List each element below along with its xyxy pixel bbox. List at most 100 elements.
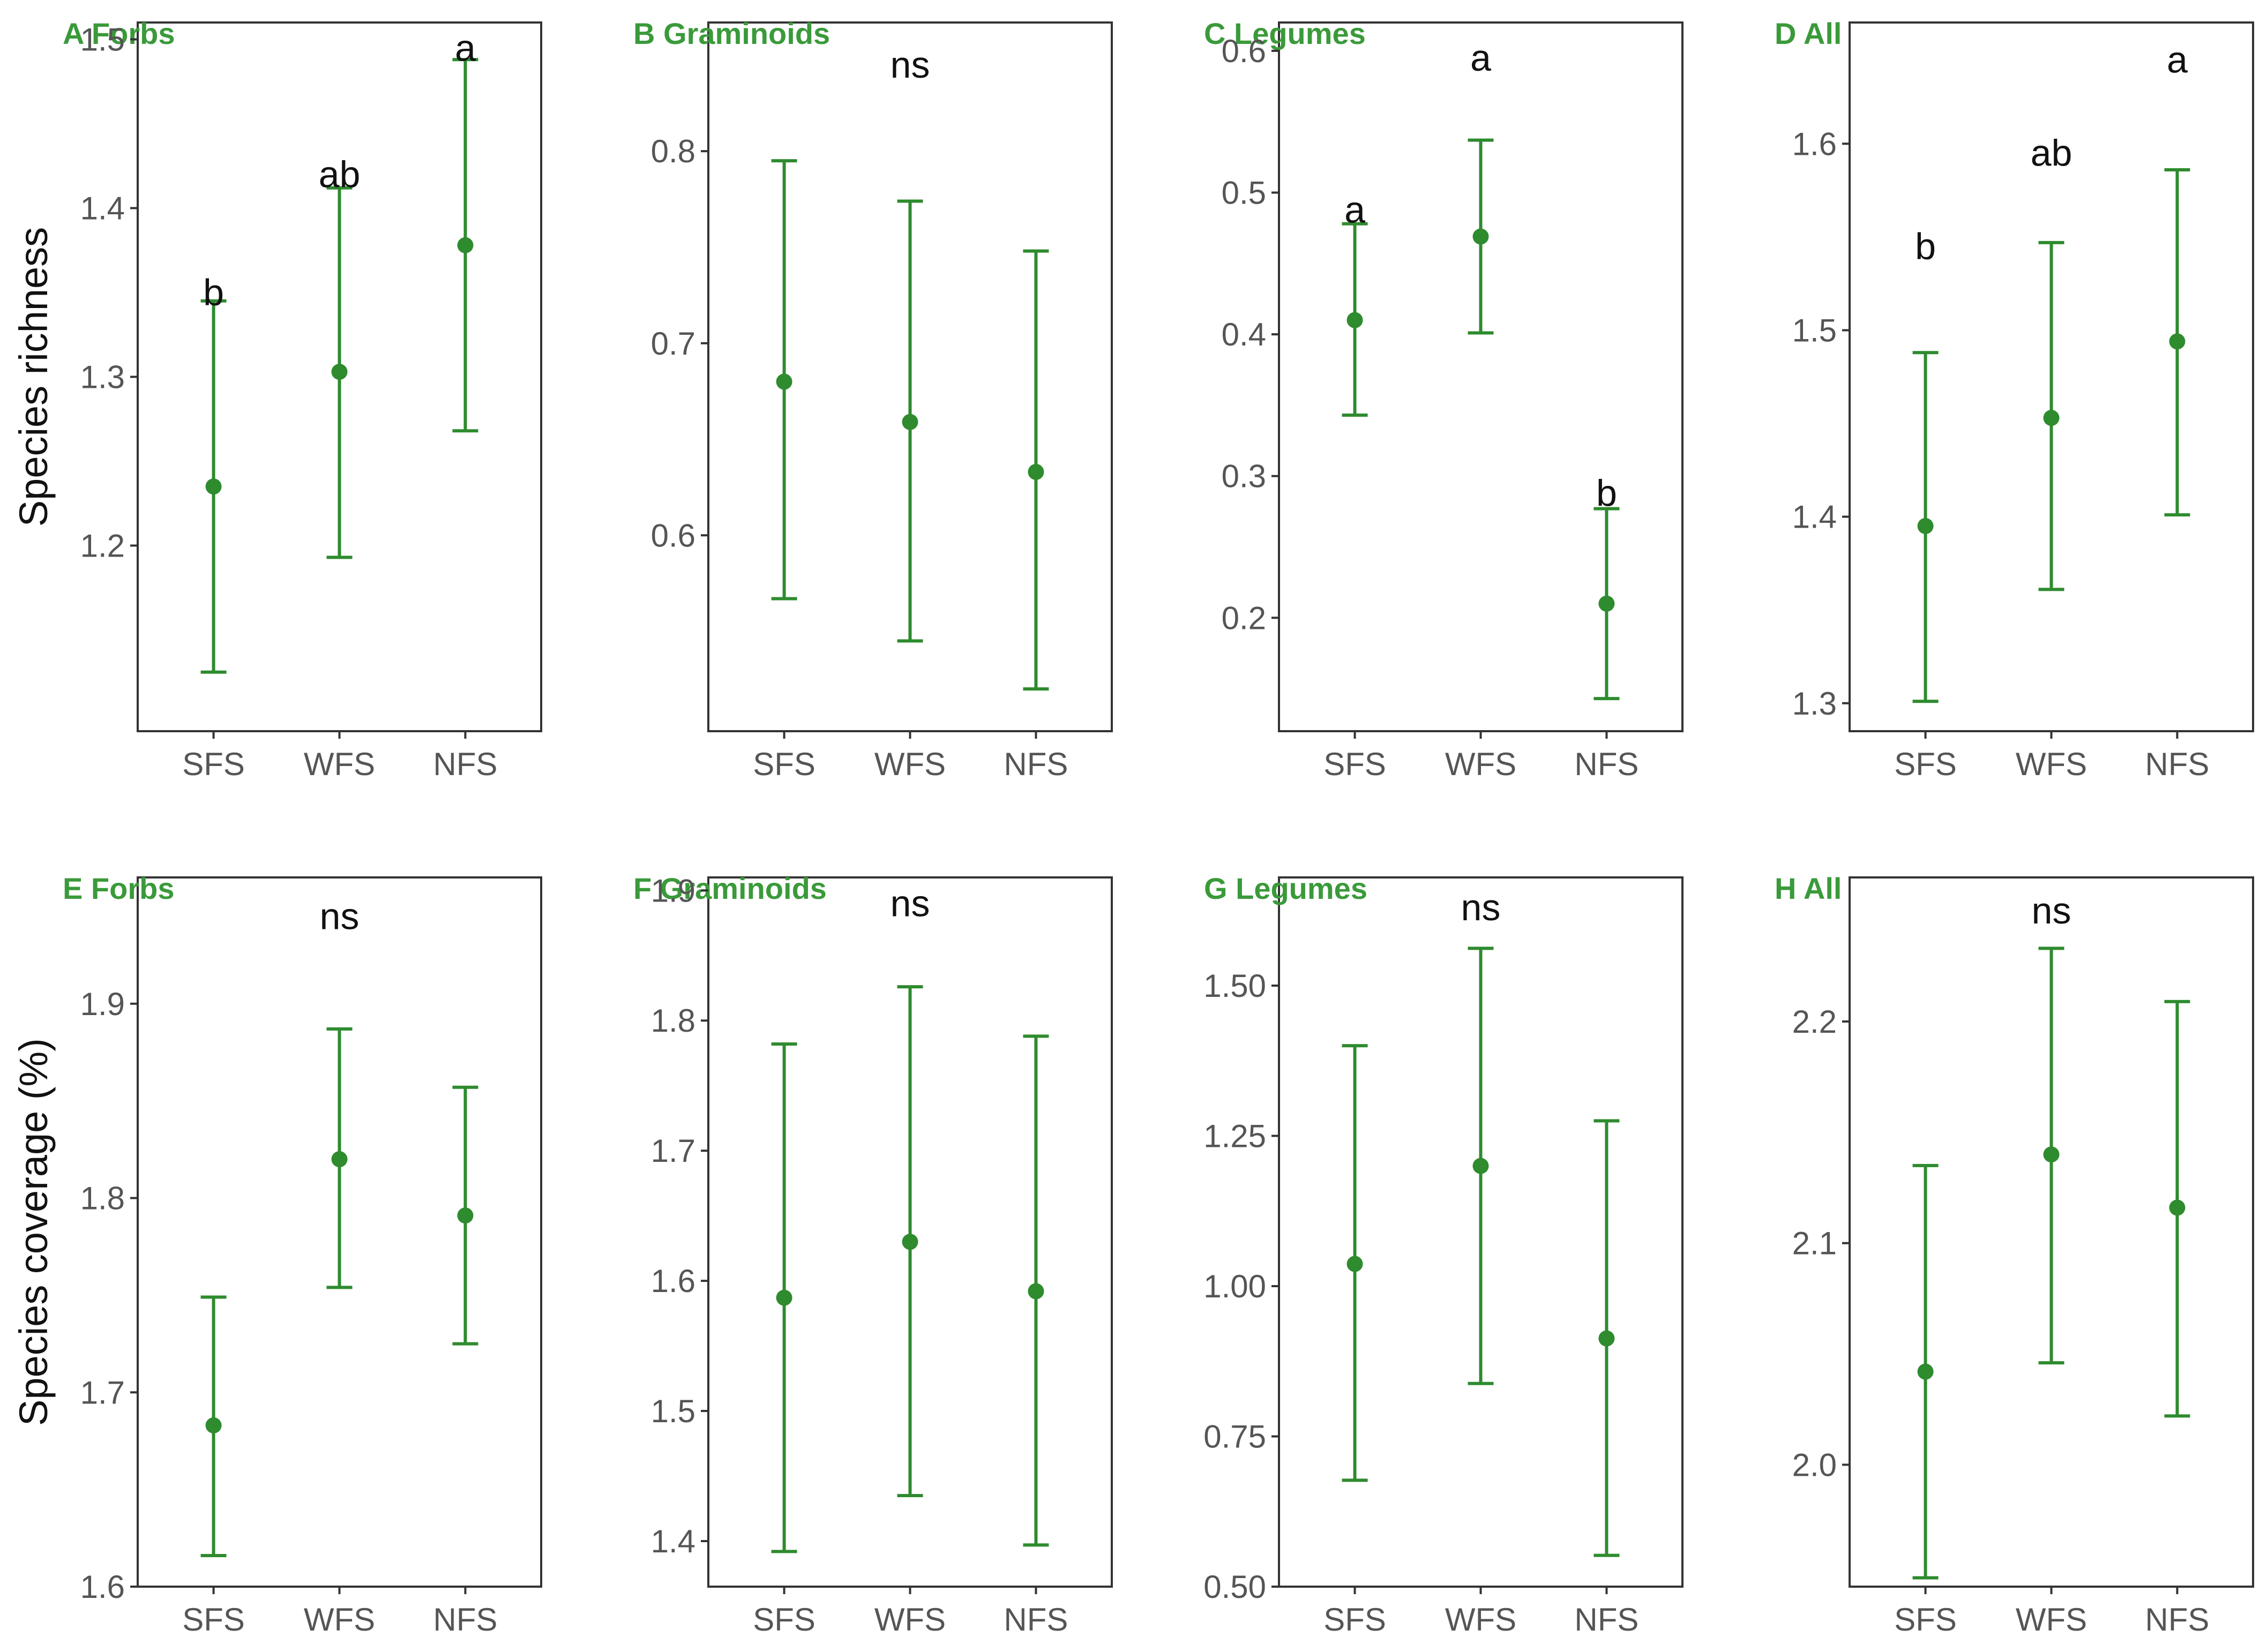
y-tick-label: 1.9 bbox=[80, 986, 125, 1022]
x-tick-label: WFS bbox=[1445, 746, 1516, 782]
y-tick-label: 1.00 bbox=[1203, 1268, 1266, 1304]
y-tick-label: 1.2 bbox=[80, 528, 125, 564]
mean-point bbox=[331, 1151, 348, 1167]
panel-a: A Forbs 1.2 1.3 1.4 1.5 SFS WFS NFS b ab a Species … bbox=[11, 17, 542, 782]
mean-point bbox=[331, 364, 348, 380]
y-tick-label: 0.8 bbox=[651, 133, 695, 169]
panel-c: C Legumes 0.2 0.3 0.4 0.5 0.6 SFS WFS NFS a a b bbox=[1204, 17, 1684, 782]
y-tick-label: 1.8 bbox=[80, 1181, 125, 1217]
y-tick-label: 1.50 bbox=[1203, 968, 1266, 1004]
mean-point bbox=[1917, 1363, 1934, 1380]
significance-label: ns bbox=[891, 44, 930, 86]
mean-point bbox=[1346, 312, 1363, 328]
y-tick-label: 0.7 bbox=[651, 326, 695, 362]
panel-title: A Forbs bbox=[63, 17, 175, 50]
significance-label: ns bbox=[1461, 887, 1501, 928]
x-tick-label: WFS bbox=[304, 746, 375, 782]
mean-point bbox=[902, 414, 918, 430]
y-tick-label: 1.4 bbox=[651, 1523, 695, 1559]
mean-point bbox=[205, 478, 222, 495]
significance-label: a bbox=[455, 27, 476, 69]
y-tick-label: 2.1 bbox=[1792, 1226, 1837, 1261]
mean-point bbox=[205, 1417, 222, 1433]
x-tick-label: SFS bbox=[753, 746, 815, 782]
mean-point bbox=[1598, 595, 1615, 612]
panel-title: G Legumes bbox=[1204, 872, 1367, 905]
y-tick-label: 0.5 bbox=[1222, 175, 1266, 211]
y-tick-label: 1.8 bbox=[651, 1003, 695, 1039]
x-tick-label: WFS bbox=[874, 1602, 946, 1638]
x-tick-label: WFS bbox=[2016, 746, 2087, 782]
y-tick-label: 0.2 bbox=[1222, 600, 1266, 636]
significance-label: ab bbox=[2031, 132, 2073, 174]
x-tick-label: SFS bbox=[753, 1602, 815, 1638]
mean-point bbox=[2043, 1146, 2060, 1163]
panel-h: H All 2.0 2.1 2.2 SFS WFS NFS ns bbox=[1775, 872, 2254, 1638]
mean-point bbox=[2043, 410, 2060, 426]
x-tick-label: NFS bbox=[433, 1602, 497, 1638]
y-tick-label: 2.2 bbox=[1792, 1004, 1837, 1040]
panel-title: H All bbox=[1775, 872, 1842, 905]
panel-g: G Legumes 0.50 0.75 1.00 1.25 1.50 SFS WFS NFS ns bbox=[1203, 872, 1684, 1638]
mean-point bbox=[776, 373, 792, 390]
y-tick-label: 1.7 bbox=[80, 1375, 125, 1410]
y-tick-label: 1.6 bbox=[80, 1569, 125, 1605]
significance-label: ns bbox=[2032, 890, 2071, 932]
mean-point bbox=[1472, 1158, 1489, 1174]
significance-label: a bbox=[2167, 39, 2188, 81]
x-tick-label: NFS bbox=[433, 746, 497, 782]
mean-point bbox=[457, 1207, 474, 1224]
y-tick-label: 0.4 bbox=[1222, 317, 1266, 352]
panel-e: E Forbs 1.6 1.7 1.8 1.9 SFS WFS NFS ns Species co… bbox=[11, 872, 542, 1638]
y-tick-label: 0.6 bbox=[651, 517, 695, 553]
x-tick-label: NFS bbox=[1004, 746, 1068, 782]
y-tick-label: 1.3 bbox=[80, 359, 125, 395]
y-tick-label: 0.50 bbox=[1203, 1569, 1266, 1605]
significance-label: ns bbox=[891, 883, 930, 925]
mean-point bbox=[776, 1289, 792, 1306]
x-tick-label: NFS bbox=[2145, 1602, 2209, 1638]
x-tick-label: NFS bbox=[1004, 1602, 1068, 1638]
panel-title: B Graminoids bbox=[633, 17, 830, 50]
mean-point bbox=[902, 1234, 918, 1250]
y-tick-label: 0.75 bbox=[1203, 1418, 1266, 1454]
x-tick-label: SFS bbox=[1894, 746, 1957, 782]
x-tick-label: SFS bbox=[182, 746, 245, 782]
x-tick-label: NFS bbox=[2145, 746, 2209, 782]
x-tick-label: NFS bbox=[1574, 746, 1638, 782]
y-tick-label: 1.3 bbox=[1792, 686, 1837, 722]
plot-frame bbox=[1278, 21, 1684, 732]
x-tick-label: WFS bbox=[2016, 1602, 2087, 1638]
significance-label: b bbox=[1596, 472, 1617, 514]
y-tick-label: 1.4 bbox=[1792, 499, 1837, 535]
panel-title: E Forbs bbox=[63, 872, 174, 905]
x-tick-label: NFS bbox=[1574, 1602, 1638, 1638]
mean-point bbox=[1472, 228, 1489, 245]
y-tick-label: 1.6 bbox=[1792, 126, 1837, 162]
significance-label: a bbox=[1344, 189, 1365, 230]
panel-f: F Graminoids 1.4 1.5 1.6 1.7 1.8 1.9 SFS WFS NFS n… bbox=[633, 872, 1113, 1638]
y-tick-label: 1.9 bbox=[651, 873, 695, 908]
x-tick-label: SFS bbox=[1894, 1602, 1957, 1638]
y-tick-label: 1.4 bbox=[80, 191, 125, 227]
x-tick-label: WFS bbox=[304, 1602, 375, 1638]
mean-point bbox=[1028, 1283, 1044, 1300]
x-tick-label: SFS bbox=[1323, 746, 1386, 782]
mean-point bbox=[1028, 463, 1044, 480]
x-tick-label: WFS bbox=[1445, 1602, 1516, 1638]
y-tick-label: 0.3 bbox=[1222, 459, 1266, 494]
mean-point bbox=[1917, 518, 1934, 535]
mean-point bbox=[1598, 1330, 1615, 1347]
x-tick-label: SFS bbox=[182, 1602, 245, 1638]
y-axis-title: Species coverage (%) bbox=[11, 1038, 56, 1426]
panel-b: B Graminoids 0.6 0.7 0.8 SFS WFS NFS ns bbox=[633, 17, 1113, 782]
y-tick-label: 0.6 bbox=[1222, 33, 1266, 69]
y-tick-label: 2.0 bbox=[1792, 1447, 1837, 1483]
y-tick-label: 1.6 bbox=[651, 1263, 695, 1299]
y-tick-label: 1.7 bbox=[651, 1133, 695, 1169]
panel-title: C Legumes bbox=[1204, 17, 1366, 50]
mean-point bbox=[2169, 1199, 2186, 1216]
significance-label: b bbox=[1915, 226, 1936, 267]
significance-label: b bbox=[203, 272, 224, 313]
